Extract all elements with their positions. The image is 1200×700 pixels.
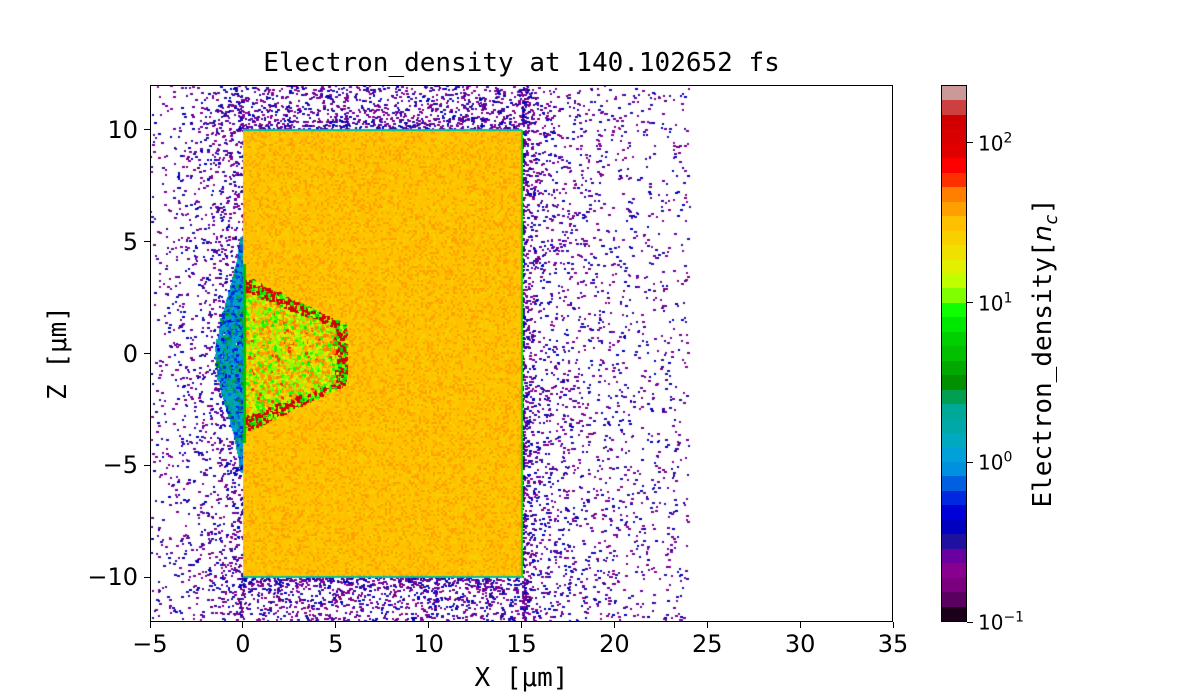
x-tick-label: 35: [877, 630, 909, 658]
x-tick-label: 5: [328, 630, 344, 658]
heatmap-image: [150, 85, 893, 622]
colorbar-tick-mark: [967, 142, 973, 144]
colorbar-band: [942, 416, 966, 434]
x-tick-label: 25: [691, 630, 723, 658]
colorbar-band: [942, 185, 966, 202]
x-axis-label: X [μm]: [474, 663, 569, 693]
colorbar-band: [942, 388, 966, 405]
colorbar-band: [942, 127, 966, 144]
colorbar-band: [942, 272, 966, 289]
colorbar-band: [942, 344, 966, 361]
colorbar-band: [942, 257, 966, 274]
tick-base: 10: [978, 450, 1004, 475]
colorbar: [941, 85, 967, 622]
colorbar-band: [942, 474, 966, 491]
colorbar-band: [942, 171, 966, 188]
colorbar-label-end: ]: [1027, 198, 1058, 215]
x-tick-mark: [242, 622, 244, 628]
y-tick-mark: [144, 129, 150, 131]
colorbar-band: [942, 301, 966, 318]
tick-exponent: 0: [1003, 449, 1013, 466]
colorbar-band: [942, 518, 966, 535]
y-tick-mark: [144, 576, 150, 578]
y-axis-label: Z [μm]: [43, 306, 73, 400]
x-tick-mark: [428, 622, 430, 628]
x-tick-label: 15: [506, 630, 537, 658]
colorbar-band: [942, 576, 966, 593]
x-tick-label: 0: [235, 630, 251, 658]
colorbar-band: [942, 315, 966, 332]
y-tick-label: 5: [122, 227, 138, 256]
x-tick-mark: [149, 622, 151, 628]
y-tick-label: 10: [107, 115, 138, 144]
tick-exponent: 1: [1003, 290, 1013, 307]
colorbar-band: [942, 142, 966, 159]
colorbar-band: [942, 286, 966, 303]
colorbar-tick-label: 100: [978, 450, 1012, 475]
colorbar-band: [942, 214, 966, 231]
x-tick-mark: [613, 622, 615, 628]
colorbar-band: [942, 243, 966, 260]
x-tick-mark: [521, 622, 522, 628]
chart-title: Electron_density at 140.102652 fs: [263, 48, 780, 78]
colorbar-band: [942, 156, 966, 173]
colorbar-band: [942, 113, 966, 130]
colorbar-band: [942, 532, 966, 549]
tick-base: 10: [978, 610, 1004, 635]
colorbar-label-main: Electron_density[: [1027, 241, 1058, 508]
y-tick-label: −5: [102, 451, 138, 480]
colorbar-band: [942, 604, 966, 621]
x-tick-label: −5: [132, 630, 168, 658]
colorbar-band: [942, 200, 966, 217]
y-tick-mark: [144, 353, 150, 354]
colorbar-band: [942, 373, 966, 390]
colorbar-tick-mark: [967, 302, 973, 304]
colorbar-band: [942, 98, 966, 115]
colorbar-band: [942, 547, 966, 564]
colorbar-tick-mark: [967, 461, 973, 463]
colorbar-label: Electron_density[nc]: [1028, 198, 1062, 507]
colorbar-band: [942, 229, 966, 246]
y-tick-label: −10: [87, 563, 138, 592]
colorbar-band: [942, 503, 966, 520]
x-tick-label: 30: [784, 630, 816, 658]
colorbar-band: [942, 431, 966, 448]
colorbar-tick-label: 10−1: [978, 610, 1024, 635]
colorbar-band: [942, 445, 966, 462]
colorbar-band: [942, 330, 966, 347]
x-tick-label: 10: [413, 630, 444, 658]
colorbar-band: [942, 561, 966, 578]
tick-exponent: −1: [1003, 609, 1025, 626]
tick-base: 10: [978, 131, 1004, 156]
colorbar-band: [942, 460, 966, 477]
colorbar-band: [942, 489, 966, 506]
tick-base: 10: [978, 290, 1004, 315]
y-tick-mark: [144, 464, 150, 466]
plot-area: [150, 85, 893, 622]
tick-exponent: 2: [1003, 130, 1013, 147]
x-tick-label: 20: [599, 630, 630, 658]
colorbar-label-n: n: [1027, 224, 1058, 242]
colorbar-band: [942, 402, 966, 419]
colorbar-band: [942, 359, 966, 376]
colorbar-band: [942, 590, 966, 607]
colorbar-band: [942, 86, 966, 101]
y-tick-mark: [144, 241, 150, 243]
x-tick-mark: [706, 622, 708, 628]
x-tick-mark: [892, 622, 894, 628]
x-tick-mark: [335, 622, 337, 628]
colorbar-tick-label: 101: [978, 290, 1012, 315]
colorbar-tick-label: 102: [978, 130, 1012, 155]
y-tick-label: 0: [122, 339, 138, 368]
x-tick-mark: [799, 622, 801, 628]
colorbar-tick-mark: [967, 621, 973, 623]
colorbar-label-sub: c: [1041, 214, 1063, 225]
